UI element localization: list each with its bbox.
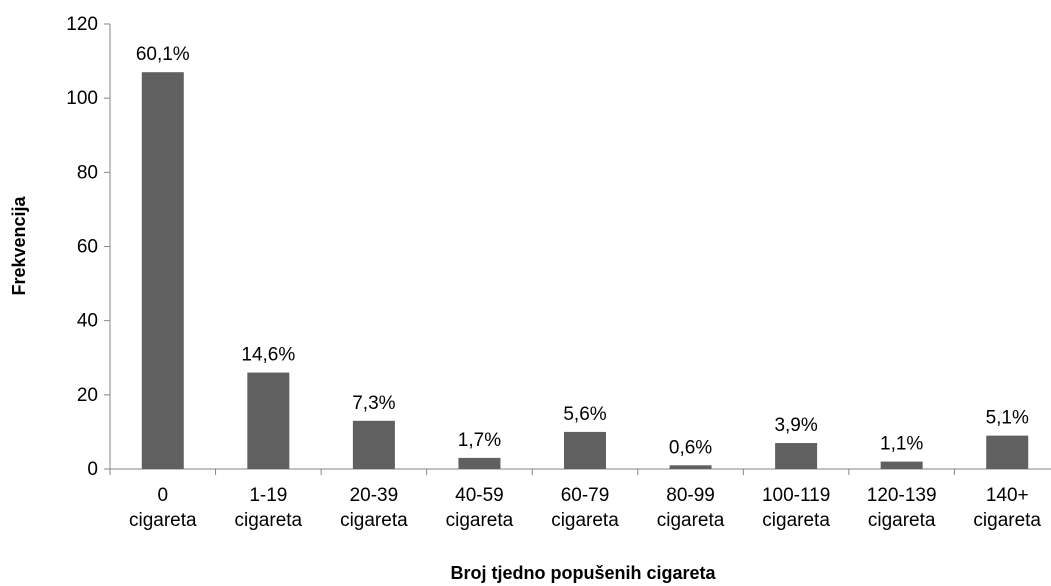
x-tick-label: 1-19: [249, 485, 287, 506]
x-tick-label: 100-119: [762, 485, 830, 506]
bar: [247, 372, 290, 469]
x-tick-label: cigareta: [446, 510, 514, 531]
y-tick-label: 20: [77, 385, 98, 406]
x-axis: 0 cigareta 1-19 cigareta 20-39 cigareta 40-59 c…: [109, 468, 1051, 531]
x-tick-label: 140+: [986, 485, 1029, 506]
data-label: 5,6%: [563, 404, 606, 425]
x-tick-label: cigareta: [657, 510, 725, 531]
x-tick-label: cigareta: [235, 510, 303, 531]
x-tick-label: cigareta: [340, 510, 408, 531]
y-axis: 0 20 40 60 80 100 120: [66, 14, 111, 480]
data-label: 5,1%: [986, 408, 1029, 429]
x-axis-title: Broj tjedno popušenih cigareta: [450, 563, 716, 583]
x-tick-label: cigareta: [868, 510, 936, 531]
x-tick-label: 120-139: [867, 485, 937, 506]
data-labels: 60,1% 14,6% 7,3% 1,7% 5,6% 0,6% 3,9% 1,1% 5,1%: [136, 44, 1029, 458]
y-tick-label: 120: [66, 14, 98, 35]
y-tick-label: 40: [77, 311, 98, 332]
bar: [669, 465, 712, 469]
y-tick-label: 0: [87, 459, 98, 480]
x-tick-label: cigareta: [762, 510, 830, 531]
x-tick-label: 0: [157, 485, 168, 506]
x-tick-label: 60-79: [561, 485, 610, 506]
x-tick-label: 40-59: [455, 485, 504, 506]
x-tick-label: cigareta: [129, 510, 197, 531]
bar: [141, 72, 184, 469]
bar: [564, 431, 606, 469]
data-label: 3,9%: [774, 415, 817, 436]
bars: [141, 72, 1029, 469]
data-label: 0,6%: [669, 437, 712, 458]
data-label: 1,1%: [880, 434, 923, 455]
y-tick-label: 100: [66, 88, 98, 109]
bar: [775, 443, 818, 469]
data-label: 7,3%: [352, 393, 395, 414]
bar: [352, 420, 395, 469]
data-label: 1,7%: [458, 430, 501, 451]
x-tick-label: 20-39: [350, 485, 399, 506]
x-tick-label: 80-99: [666, 485, 715, 506]
data-label: 14,6%: [241, 345, 295, 366]
bar: [986, 435, 1029, 469]
x-tick-label: cigareta: [973, 510, 1041, 531]
data-label: 60,1%: [136, 44, 190, 65]
y-tick-label: 80: [77, 162, 98, 183]
y-tick-label: 60: [77, 237, 98, 258]
bar: [880, 461, 923, 469]
bar: [458, 457, 501, 469]
x-tick-label: cigareta: [551, 510, 619, 531]
y-axis-title: Frekvencija: [9, 195, 29, 295]
